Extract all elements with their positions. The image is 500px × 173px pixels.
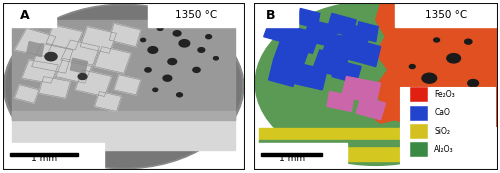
- Circle shape: [4, 4, 244, 169]
- Circle shape: [416, 94, 423, 99]
- Polygon shape: [352, 40, 380, 67]
- Circle shape: [168, 59, 176, 65]
- Circle shape: [255, 1, 496, 165]
- Circle shape: [176, 93, 182, 97]
- Polygon shape: [114, 75, 140, 95]
- Circle shape: [179, 40, 190, 47]
- Circle shape: [193, 67, 200, 72]
- Circle shape: [78, 74, 87, 80]
- Bar: [410, 142, 427, 156]
- Polygon shape: [302, 20, 339, 47]
- Bar: [410, 88, 427, 101]
- Circle shape: [45, 52, 57, 61]
- Text: SiO₂: SiO₂: [434, 126, 450, 135]
- Bar: [148, 3, 245, 27]
- Circle shape: [145, 68, 151, 72]
- Circle shape: [140, 38, 145, 42]
- Circle shape: [206, 35, 212, 39]
- Circle shape: [198, 48, 204, 52]
- Text: Al₂O₃: Al₂O₃: [434, 145, 454, 154]
- Polygon shape: [283, 27, 320, 53]
- Circle shape: [447, 54, 460, 63]
- Text: 1 mm: 1 mm: [278, 154, 305, 163]
- Polygon shape: [342, 76, 380, 103]
- Bar: [10, 153, 78, 156]
- Polygon shape: [274, 40, 310, 67]
- Bar: [12, 116, 235, 150]
- Polygon shape: [12, 20, 235, 120]
- Polygon shape: [268, 60, 298, 86]
- Bar: [410, 124, 427, 138]
- Circle shape: [214, 57, 218, 60]
- Circle shape: [148, 47, 158, 53]
- Circle shape: [410, 65, 415, 69]
- Polygon shape: [14, 85, 39, 103]
- Polygon shape: [293, 63, 327, 90]
- Text: CaO: CaO: [434, 108, 450, 117]
- Polygon shape: [46, 25, 82, 50]
- Bar: [400, 86, 495, 166]
- Polygon shape: [32, 43, 73, 73]
- Polygon shape: [312, 50, 349, 76]
- Polygon shape: [80, 27, 116, 53]
- Polygon shape: [342, 23, 371, 47]
- Polygon shape: [109, 23, 140, 47]
- Polygon shape: [39, 76, 70, 98]
- Circle shape: [163, 75, 172, 81]
- Polygon shape: [56, 58, 92, 83]
- Text: 1350 °C: 1350 °C: [425, 10, 468, 20]
- Polygon shape: [22, 60, 59, 83]
- Polygon shape: [60, 40, 100, 67]
- Circle shape: [6, 6, 242, 167]
- Circle shape: [464, 39, 472, 44]
- Circle shape: [157, 26, 163, 30]
- Bar: [262, 153, 322, 156]
- Text: 1 mm: 1 mm: [30, 154, 57, 163]
- Polygon shape: [322, 33, 358, 60]
- Bar: [410, 106, 427, 120]
- Bar: [395, 3, 498, 27]
- Bar: [12, 111, 235, 120]
- Text: Fe₂O₃: Fe₂O₃: [434, 90, 455, 99]
- Bar: [254, 3, 298, 27]
- Polygon shape: [356, 97, 386, 120]
- Circle shape: [434, 38, 440, 42]
- Polygon shape: [356, 22, 378, 42]
- Polygon shape: [94, 47, 131, 73]
- Polygon shape: [27, 42, 44, 57]
- Bar: [259, 140, 492, 146]
- Bar: [254, 143, 346, 170]
- Polygon shape: [298, 8, 320, 28]
- Bar: [2, 143, 104, 170]
- Bar: [2, 3, 56, 27]
- Circle shape: [440, 97, 448, 103]
- Polygon shape: [376, 3, 498, 126]
- Bar: [259, 128, 492, 161]
- Text: A: A: [20, 9, 29, 22]
- Circle shape: [173, 31, 181, 36]
- Polygon shape: [264, 17, 296, 43]
- Circle shape: [422, 73, 436, 83]
- Polygon shape: [14, 28, 56, 57]
- Polygon shape: [70, 58, 88, 73]
- Polygon shape: [327, 13, 356, 37]
- Text: B: B: [266, 9, 276, 22]
- Text: 1350 °C: 1350 °C: [176, 10, 218, 20]
- Circle shape: [468, 80, 478, 87]
- Polygon shape: [332, 60, 361, 83]
- Polygon shape: [94, 92, 122, 111]
- Polygon shape: [75, 70, 112, 97]
- Circle shape: [189, 22, 194, 25]
- Circle shape: [153, 88, 158, 92]
- Polygon shape: [327, 92, 354, 111]
